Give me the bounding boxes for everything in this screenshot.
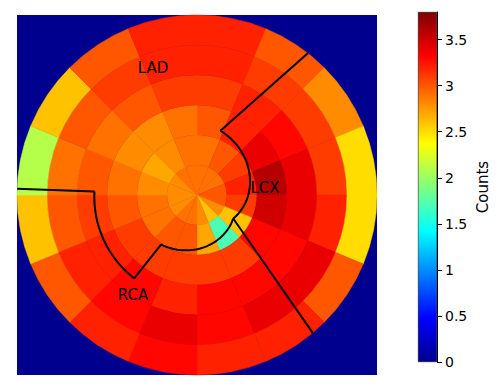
svg-text:Counts: Counts xyxy=(474,161,492,214)
svg-text:0.5: 0.5 xyxy=(445,308,467,324)
svg-text:3.5: 3.5 xyxy=(445,32,467,48)
svg-text:2: 2 xyxy=(445,170,454,186)
svg-text:3: 3 xyxy=(445,78,454,94)
svg-text:0: 0 xyxy=(445,354,454,370)
svg-text:1: 1 xyxy=(445,262,454,278)
svg-text:RCA: RCA xyxy=(118,286,149,304)
svg-text:LCX: LCX xyxy=(250,179,279,197)
svg-text:2.5: 2.5 xyxy=(445,124,467,140)
svg-text:LAD: LAD xyxy=(138,59,169,77)
svg-text:1.5: 1.5 xyxy=(445,216,467,232)
